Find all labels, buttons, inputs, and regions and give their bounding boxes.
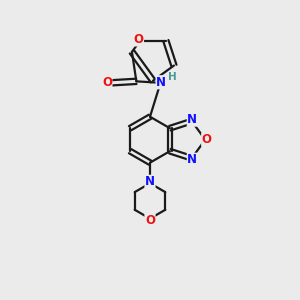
Text: O: O: [145, 214, 155, 226]
Text: O: O: [202, 133, 212, 146]
Text: N: N: [187, 153, 197, 166]
Text: N: N: [156, 76, 166, 89]
Text: O: O: [102, 76, 112, 89]
Text: N: N: [145, 175, 155, 188]
Text: H: H: [169, 72, 177, 82]
Text: N: N: [187, 113, 197, 126]
Text: O: O: [134, 33, 143, 46]
